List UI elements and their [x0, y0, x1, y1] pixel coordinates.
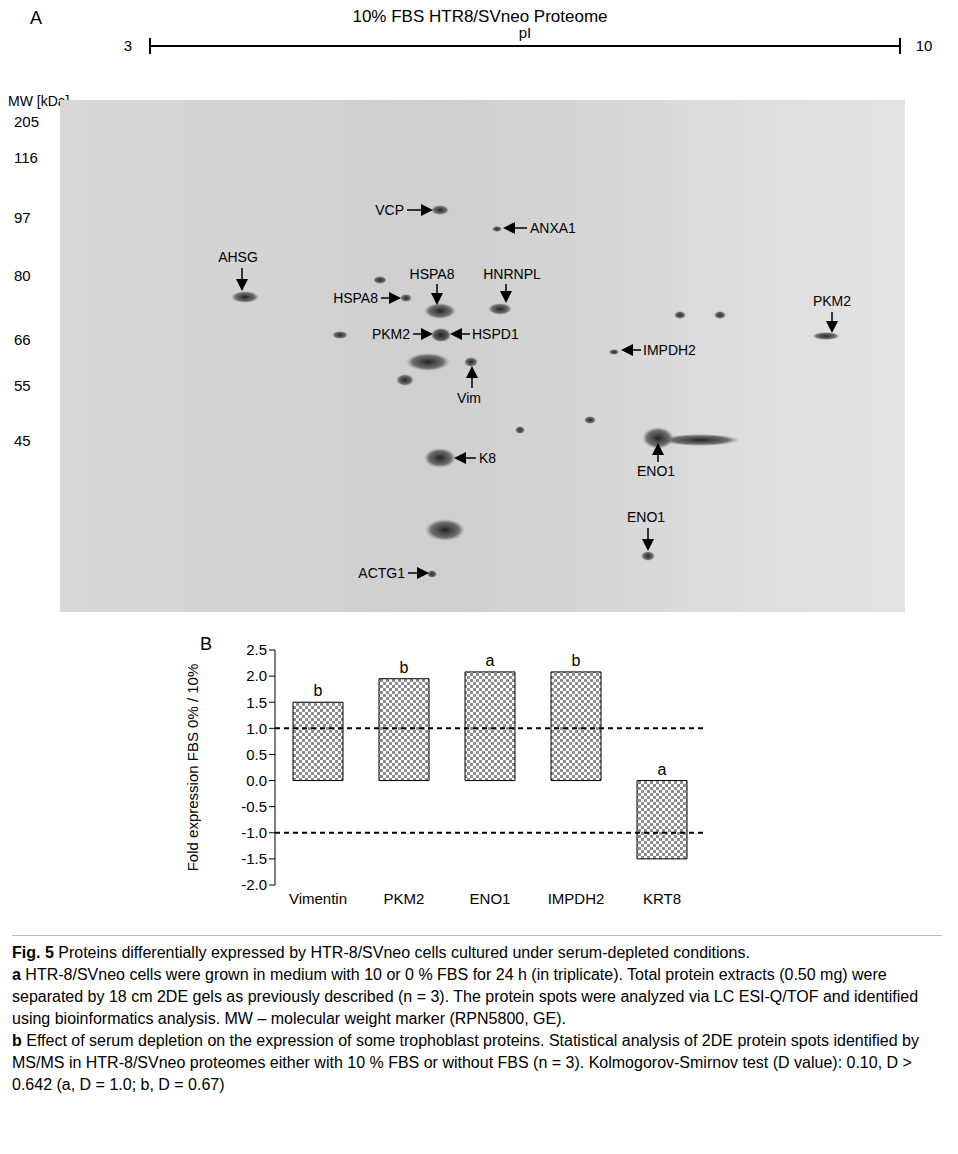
- svg-text:Vim: Vim: [457, 390, 481, 406]
- svg-text:ACTG1: ACTG1: [358, 565, 405, 581]
- svg-text:80: 80: [14, 267, 31, 284]
- svg-text:pI: pI: [519, 24, 532, 41]
- svg-text:66: 66: [14, 331, 31, 348]
- svg-text:IMPDH2: IMPDH2: [643, 342, 696, 358]
- svg-text:10: 10: [916, 37, 933, 54]
- svg-text:1.0: 1.0: [246, 720, 267, 737]
- svg-text:1.5: 1.5: [246, 694, 267, 711]
- svg-text:ENO1: ENO1: [470, 890, 511, 907]
- svg-text:-1.5: -1.5: [241, 850, 267, 867]
- svg-text:Vimentin: Vimentin: [289, 890, 347, 907]
- svg-text:0.0: 0.0: [246, 772, 267, 789]
- svg-text:116: 116: [14, 149, 38, 166]
- svg-text:3: 3: [124, 37, 132, 54]
- svg-text:KRT8: KRT8: [643, 890, 681, 907]
- html-text:B: B: [200, 634, 212, 654]
- svg-text:MW [kDa]: MW [kDa]: [8, 93, 70, 109]
- svg-text:0.5: 0.5: [246, 746, 267, 763]
- html-text:Fig. 5 Proteins differentially: Fig. 5 Proteins differentially expressed…: [12, 944, 750, 961]
- svg-text:PKM2: PKM2: [372, 326, 410, 342]
- svg-text:45: 45: [14, 432, 31, 449]
- svg-text:HSPD1: HSPD1: [472, 326, 519, 342]
- svg-text:Fold expression FBS 0% / 10%: Fold expression FBS 0% / 10%: [185, 664, 201, 872]
- svg-text:2.0: 2.0: [246, 667, 267, 684]
- svg-text:b: b: [572, 652, 581, 669]
- svg-text:IMPDH2: IMPDH2: [548, 890, 605, 907]
- svg-text:AHSG: AHSG: [218, 249, 258, 265]
- svg-text:VCP: VCP: [375, 202, 404, 218]
- svg-text:HSPA8: HSPA8: [333, 290, 378, 306]
- svg-text:-0.5: -0.5: [241, 798, 267, 815]
- svg-text:ANXA1: ANXA1: [530, 220, 576, 236]
- svg-text:-1.0: -1.0: [241, 824, 267, 841]
- svg-text:ENO1: ENO1: [627, 509, 665, 525]
- svg-text:PKM2: PKM2: [813, 293, 851, 309]
- svg-text:PKM2: PKM2: [384, 890, 425, 907]
- svg-text:-2.0: -2.0: [241, 876, 267, 893]
- svg-text:K8: K8: [479, 450, 496, 466]
- svg-text:2.5: 2.5: [246, 641, 267, 658]
- svg-text:A: A: [30, 8, 42, 28]
- svg-text:a: a: [486, 652, 495, 669]
- svg-text:ENO1: ENO1: [637, 463, 675, 479]
- svg-text:HNRNPL: HNRNPL: [483, 266, 541, 282]
- svg-text:10% FBS HTR8/SVneo Proteome: 10% FBS HTR8/SVneo Proteome: [352, 7, 607, 26]
- svg-text:b: b: [314, 682, 323, 699]
- svg-text:a: a: [658, 761, 667, 778]
- html-text:a HTR-8/SVneo cells were grown: a HTR-8/SVneo cells were grown in medium…: [12, 966, 919, 1028]
- svg-text:205: 205: [14, 113, 39, 130]
- svg-text:97: 97: [14, 209, 31, 226]
- html-text:b Effect of serum depletion on: b Effect of serum depletion on the expre…: [12, 1032, 919, 1094]
- svg-text:HSPA8: HSPA8: [410, 266, 455, 282]
- svg-text:b: b: [400, 659, 409, 676]
- svg-text:55: 55: [14, 377, 31, 394]
